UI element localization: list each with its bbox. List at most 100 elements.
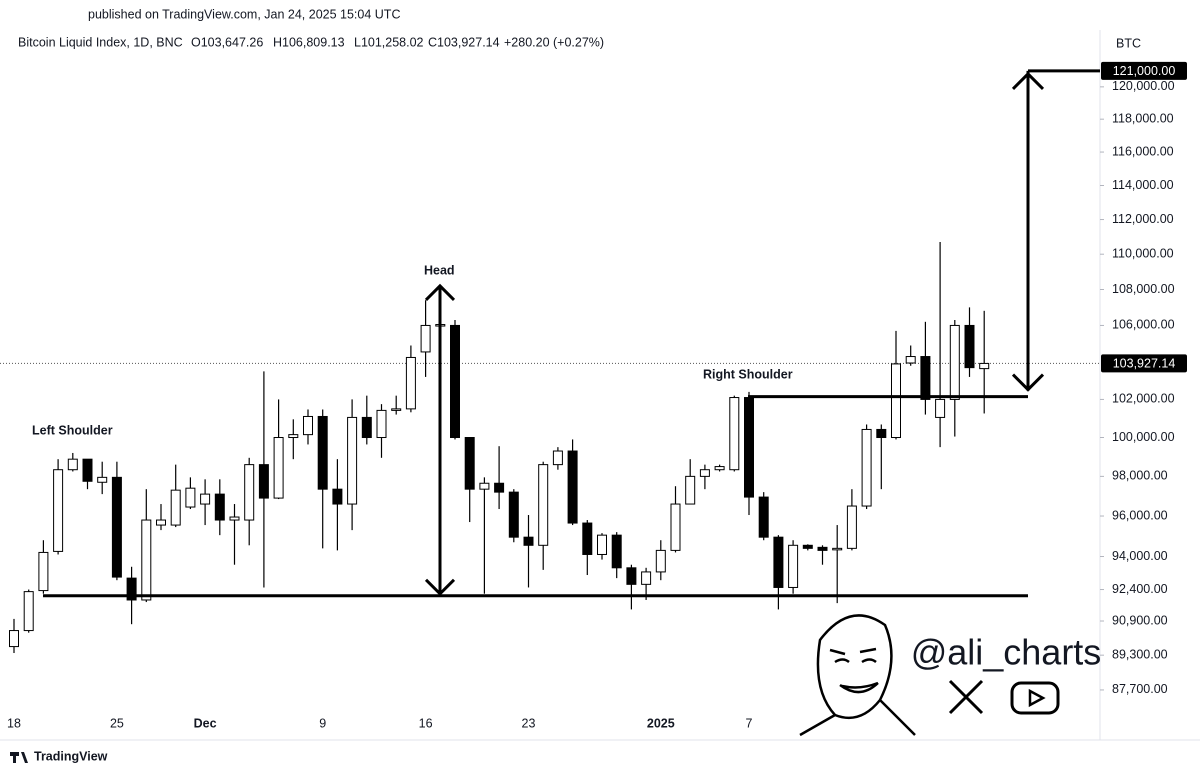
y-tick-label: 96,000.00 — [1112, 508, 1168, 522]
annotation: Right Shoulder — [703, 367, 793, 381]
x-tick-label: 23 — [522, 716, 536, 730]
candle-body — [508, 491, 519, 538]
candle-body — [273, 437, 284, 499]
candle-body — [420, 324, 431, 353]
arrow-head — [1011, 373, 1045, 392]
candle-body — [332, 488, 343, 505]
header-value: C103,927.14 — [428, 35, 500, 49]
candle-body — [876, 428, 887, 439]
candle-body — [479, 482, 490, 490]
y-tick-label: 92,400.00 — [1112, 582, 1168, 596]
candle-body — [935, 398, 946, 418]
x-tick-label: 7 — [746, 716, 753, 730]
candle-body — [494, 482, 505, 493]
currency: BTC — [1116, 36, 1141, 50]
y-tick-label: 120,000.00 — [1112, 79, 1175, 93]
candle-body — [53, 469, 64, 552]
candle-body — [846, 505, 857, 549]
candle-body — [288, 434, 299, 439]
y-tick-label: 108,000.00 — [1112, 282, 1175, 296]
candle-body — [523, 536, 534, 546]
y-tick-label: 110,000.00 — [1112, 246, 1174, 260]
candle-body — [185, 487, 196, 508]
y-tick-label: 114,000.00 — [1112, 178, 1174, 192]
x-tick-label: 9 — [319, 716, 326, 730]
y-tick-label: 94,000.00 — [1112, 549, 1168, 563]
candle-body — [861, 428, 872, 507]
candle-body — [23, 591, 34, 632]
candle-body — [170, 489, 181, 526]
candle-body — [214, 493, 225, 521]
brand-logo — [10, 752, 28, 763]
candle-body — [38, 551, 49, 592]
candle-body — [464, 437, 475, 490]
price-label-box — [1101, 61, 1187, 80]
candle-body — [655, 549, 666, 573]
candle-body — [626, 567, 637, 585]
candle-body — [347, 416, 358, 505]
candle-body — [552, 450, 563, 466]
candle-body — [979, 362, 990, 370]
x-tick-label: 2025 — [647, 716, 675, 730]
candle-body — [229, 516, 240, 521]
candle-body — [611, 534, 622, 569]
candle-body — [9, 630, 19, 648]
y-tick-label: 89,300.00 — [1112, 647, 1168, 661]
candle-body — [376, 409, 387, 439]
candle-body — [670, 503, 681, 551]
candle-body — [317, 415, 328, 490]
y-tick-label: 106,000.00 — [1112, 318, 1175, 332]
candle-body — [964, 324, 975, 369]
candle-body — [303, 415, 313, 436]
watermark: @ali_charts — [911, 632, 1102, 673]
symbol: Bitcoin Liquid Index, 1D, BNC — [18, 35, 183, 49]
price-label-box — [1101, 354, 1187, 373]
published-note: published on TradingView.com, Jan 24, 20… — [88, 7, 400, 21]
header-value: L101,258.02 — [354, 35, 424, 49]
annotation: Head — [424, 263, 455, 277]
candle-body — [817, 546, 828, 551]
candle-body — [391, 408, 402, 411]
candle-body — [949, 324, 960, 400]
header-value: +280.20 (+0.27%) — [504, 35, 604, 49]
y-tick-label: 100,000.00 — [1112, 430, 1175, 444]
brand: TradingView — [34, 749, 108, 763]
candle-body — [200, 493, 211, 505]
candle-body — [82, 458, 93, 482]
candle-body — [567, 450, 578, 524]
candle-body — [111, 476, 122, 578]
candle-body — [891, 363, 901, 439]
arrow-head — [424, 283, 456, 301]
price-label: 121,000.00 — [1113, 64, 1176, 78]
y-tick-label: 87,700.00 — [1112, 682, 1168, 696]
candle-body — [126, 577, 137, 601]
arrow-head — [1011, 71, 1045, 90]
annotation: Left Shoulder — [32, 423, 113, 437]
candle-body — [405, 356, 416, 410]
candle-body — [244, 464, 255, 521]
candle-body — [156, 519, 166, 526]
y-tick-label: 112,000.00 — [1112, 212, 1174, 226]
candle-body — [67, 458, 78, 471]
y-tick-label: 90,900.00 — [1112, 613, 1168, 627]
y-tick-label: 98,000.00 — [1112, 469, 1168, 483]
header-value: H106,809.13 — [273, 35, 345, 49]
candle-body — [920, 356, 931, 400]
candle-body — [141, 519, 152, 601]
candle-body — [788, 544, 799, 588]
y-tick-label: 102,000.00 — [1112, 392, 1175, 406]
candle-body — [773, 536, 784, 588]
candle-body — [905, 356, 916, 364]
candle-body — [714, 466, 725, 471]
y-tick-label: 118,000.00 — [1112, 111, 1174, 125]
candle-body — [699, 469, 710, 477]
candle-body — [641, 571, 652, 585]
candle-body — [97, 476, 108, 483]
x-tick-label: 18 — [7, 716, 21, 730]
arrow-head — [424, 578, 456, 596]
candle-body — [802, 544, 813, 549]
candle-body — [258, 464, 269, 499]
candle-body — [744, 397, 754, 498]
author-face — [799, 614, 916, 737]
x-tick-label: 25 — [110, 716, 124, 730]
